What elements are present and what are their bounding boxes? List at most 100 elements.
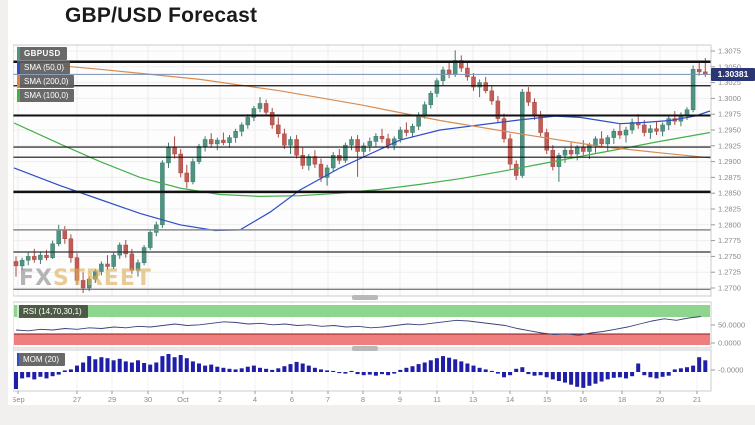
candle-down — [13, 261, 19, 267]
candle-up — [215, 139, 220, 145]
momentum-bar — [654, 372, 659, 379]
candle-down — [263, 103, 269, 113]
rsi-axis-label-mid: 50.0000 — [718, 321, 745, 330]
date-axis-label: 6 — [290, 395, 294, 404]
candle-up — [239, 124, 244, 132]
mom-label: MOM (20) — [23, 355, 59, 364]
momentum-bar — [68, 369, 73, 372]
candle-up — [147, 232, 153, 248]
mom-indicator-badge: MOM (20) — [17, 353, 65, 366]
momentum-bar — [111, 360, 116, 372]
momentum-bar — [349, 370, 354, 372]
momentum-bar — [300, 363, 305, 372]
candle-up — [38, 254, 43, 260]
momentum-bar — [75, 365, 79, 372]
candle-up — [19, 259, 25, 267]
candle-up — [288, 139, 293, 146]
momentum-bar — [441, 356, 445, 372]
watermark-fx: FX — [19, 266, 53, 291]
candle-up — [330, 155, 336, 169]
momentum-bar — [611, 372, 616, 378]
candle-down — [282, 133, 287, 146]
candle-down — [513, 163, 519, 176]
candle-up — [434, 80, 440, 94]
momentum-bar — [563, 372, 567, 383]
momentum-bar — [44, 372, 49, 379]
legend-sma200-badge: SMA (200,0) — [17, 75, 75, 88]
candle-up — [422, 104, 427, 116]
candle-down — [379, 136, 385, 140]
candle-up — [324, 167, 330, 178]
rsi-label: RSI (14,70,30,1) — [23, 307, 82, 316]
momentum-bar — [14, 372, 18, 389]
momentum-bar — [361, 372, 366, 376]
candle-up — [623, 129, 629, 136]
candle-up — [367, 141, 373, 147]
candle-up — [111, 254, 116, 267]
candle-up — [428, 93, 434, 105]
mom-tick-icon — [17, 353, 19, 366]
momentum-bar — [380, 372, 384, 375]
momentum-bar — [184, 358, 189, 372]
candle-up — [251, 108, 257, 118]
momentum-bar — [691, 365, 696, 372]
pane-resize-handle-mom[interactable] — [352, 346, 378, 351]
momentum-bar — [239, 368, 244, 372]
date-axis-label: 20 — [656, 395, 664, 404]
date-axis-label: 8 — [361, 395, 365, 404]
candle-down — [62, 229, 68, 239]
momentum-bar — [32, 372, 37, 380]
candle-up — [56, 229, 61, 245]
momentum-bar — [105, 358, 110, 372]
candle-down — [44, 254, 49, 258]
momentum-bar — [203, 365, 208, 372]
momentum-bar — [197, 363, 201, 372]
price-axis-label: 1.2875 — [718, 173, 741, 182]
price-axis-label: 1.3075 — [718, 47, 741, 56]
fxstreet-watermark: FXSTREET — [19, 266, 152, 291]
candle-down — [538, 115, 543, 133]
date-axis-label: 27 — [73, 395, 81, 404]
candle-up — [648, 128, 653, 133]
momentum-bar — [416, 364, 421, 372]
momentum-bar — [410, 366, 415, 372]
chart-widget[interactable]: 1.3075 1.3050 1.3025 1.3000 1.2975 1.2950 1.29… — [13, 44, 755, 405]
sma200-label: SMA (200,0) — [24, 77, 69, 86]
momentum-bar — [331, 370, 336, 372]
momentum-bar — [703, 360, 708, 372]
momentum-bar — [697, 357, 702, 372]
momentum-bar — [422, 362, 427, 372]
candle-up — [245, 117, 251, 126]
rsi-oversold-band — [14, 334, 710, 345]
momentum-bar — [166, 354, 171, 372]
rsi-axis-label-low: 0.0000 — [718, 339, 741, 348]
candle-down — [300, 155, 305, 166]
pane-resize-handle-rsi[interactable] — [352, 295, 378, 300]
momentum-bar — [288, 364, 293, 372]
date-axis-label: 14 — [506, 395, 514, 404]
momentum-bar — [483, 369, 488, 372]
candle-down — [221, 139, 226, 143]
momentum-bar — [251, 365, 256, 372]
momentum-bar — [282, 366, 287, 372]
candle-up — [593, 138, 598, 146]
main-pane-bg — [13, 45, 711, 296]
candle-down — [696, 69, 702, 73]
momentum-bar — [544, 372, 549, 378]
sma100-label: SMA (100,0) — [24, 91, 69, 100]
momentum-bar — [343, 372, 348, 374]
candle-down — [129, 253, 135, 271]
momentum-bar — [367, 372, 372, 375]
momentum-bar — [556, 372, 561, 381]
price-chart-svg[interactable]: 1.3075 1.3050 1.3025 1.3000 1.2975 1.2950 1.29… — [13, 44, 753, 405]
mom-pane-bg — [13, 350, 711, 391]
sma50-label: SMA (50,0) — [24, 63, 65, 72]
price-axis-label: 1.3050 — [718, 62, 741, 71]
date-axis-label: 21 — [693, 395, 701, 404]
momentum-bar — [593, 372, 598, 384]
momentum-bar — [123, 361, 128, 372]
momentum-bar — [624, 372, 628, 379]
momentum-bar — [319, 369, 323, 372]
momentum-bar — [276, 368, 281, 372]
candle-up — [629, 122, 635, 131]
